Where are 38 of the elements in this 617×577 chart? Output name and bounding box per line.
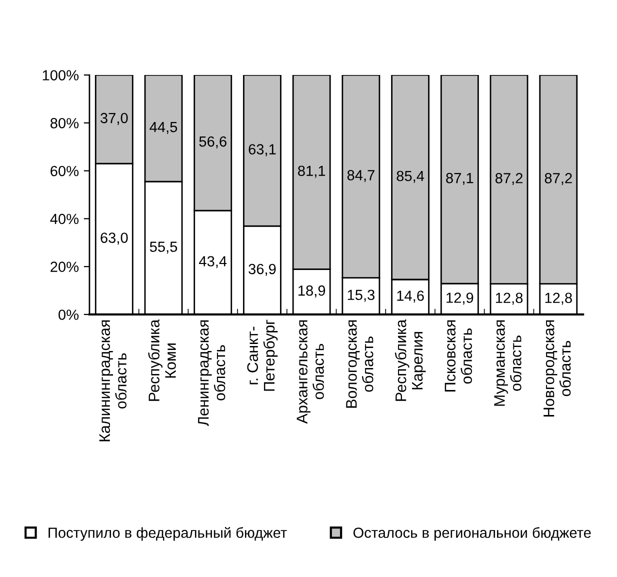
x-tick-label: Калининградская область [99, 320, 126, 442]
x-tick-label: Новгородская область [544, 320, 571, 416]
legend-label: Поступило в федеральный бюджет [48, 526, 287, 541]
y-tick-label: 80% [50, 118, 79, 128]
data-label: 18,9 [298, 285, 326, 298]
data-label: 63,1 [248, 144, 276, 156]
y-tick-label: 100% [42, 70, 79, 80]
data-label: 12,8 [496, 292, 523, 305]
y-tick-label: 40% [50, 214, 79, 224]
data-label: 36,9 [248, 264, 276, 276]
data-label: 63,0 [100, 232, 128, 245]
data-label: 37,0 [100, 112, 128, 125]
x-tick-label: Архангельская область [296, 320, 324, 424]
data-label: 87,1 [446, 172, 474, 185]
data-label: 85,4 [396, 170, 424, 183]
y-tick-label: 60% [50, 166, 79, 176]
data-label: 84,7 [347, 170, 374, 182]
data-label: 12,9 [446, 292, 474, 305]
x-tick-label: Вологодская область [346, 320, 374, 408]
x-tick-label: Республика Коми [148, 319, 176, 401]
data-label: 44,5 [150, 122, 178, 134]
x-tick-label: Псковская область [444, 320, 472, 392]
data-label: 56,6 [199, 136, 226, 148]
data-label: 81,1 [298, 166, 326, 178]
data-label: 87,2 [495, 173, 522, 186]
data-label: 55,5 [150, 242, 178, 254]
y-tick-label: 0% [58, 310, 79, 320]
x-tick-label: Ленинградская область [198, 320, 226, 426]
y-tick-label: 20% [50, 262, 79, 272]
x-tick-label: Мурманская область [494, 320, 522, 406]
data-label: 43,4 [199, 256, 227, 268]
x-tick-label: г. Санкт- Петербург [247, 320, 278, 391]
data-label: 12,8 [545, 292, 572, 305]
x-tick-label: Республика Карелия [394, 319, 426, 401]
data-label: 87,2 [544, 173, 572, 186]
data-label: 15,3 [348, 290, 374, 302]
data-label: 14,6 [397, 290, 424, 303]
legend-label: Осталось в региональнои бюджете [353, 527, 591, 541]
